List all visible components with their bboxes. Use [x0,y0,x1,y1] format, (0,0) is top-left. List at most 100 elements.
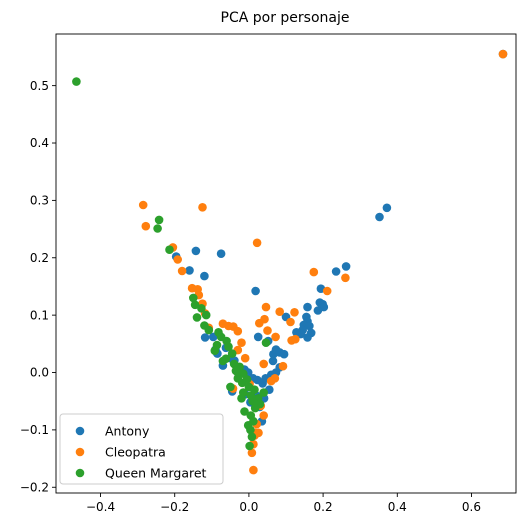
y-tick-label: 0.2 [30,251,49,265]
queen-margaret-point [237,394,246,403]
cleopatra-point [260,314,269,324]
queen-margaret-point [245,441,254,451]
y-tick-label: 0.5 [30,79,49,93]
queen-margaret-point [201,310,211,320]
x-axis: −0.4 −0.2 0.0 0.2 0.4 0.6 [86,493,481,514]
cleopatra-point [309,267,319,277]
cleopatra-point [237,338,246,348]
cleopatra-point [291,334,300,344]
cleopatra-point [138,200,148,210]
queen-margaret-point [240,407,249,416]
cleopatra-point [263,326,272,335]
y-axis: −0.2 −0.1 0.0 0.1 0.2 0.3 0.4 0.5 [20,79,56,494]
antony-point [200,271,209,281]
scatter-points [72,49,508,475]
antony-point [313,306,323,315]
x-tick-label: 0.0 [239,500,258,514]
queen-margaret-point [153,224,162,233]
legend-marker-antony [75,426,85,436]
legend-label-queen-margaret: Queen Margaret [105,466,207,481]
cleopatra-point [259,359,269,369]
antony-point [375,212,384,222]
cleopatra-point [198,203,207,212]
queen-margaret-point [250,403,260,413]
antony-point [268,356,278,366]
legend-marker-queen-margaret [75,468,85,478]
x-tick-label: 0.4 [388,500,407,514]
x-tick-label: 0.6 [462,500,481,514]
legend-label-antony: Antony [105,424,150,439]
cleopatra-point [341,273,350,283]
legend: Antony Cleopatra Queen Margaret [59,413,224,485]
y-tick-label: 0.4 [30,136,49,150]
queen-margaret-point [227,349,237,358]
queen-margaret-point [189,293,198,303]
antony-point [253,332,263,342]
cleopatra-point [177,266,187,276]
queen-margaret-point [72,77,81,86]
queen-margaret-point [224,342,233,352]
queen-margaret-point [192,313,202,322]
queen-margaret-point [249,417,258,426]
x-tick-label: 0.2 [314,500,333,514]
cleopatra-point [275,307,285,317]
cleopatra-point [173,255,182,264]
antony-point [341,262,351,271]
antony-point [200,333,210,342]
y-tick-label: 0.1 [30,308,49,322]
cleopatra-point [261,302,271,312]
antony-point [305,321,314,331]
cleopatra-point [259,411,269,420]
antony-point [191,246,201,256]
queen-margaret-point [247,432,257,442]
cleopatra-point [286,317,295,327]
antony-point [331,267,341,276]
cleopatra-point [249,465,258,475]
antony-point [279,349,289,359]
queen-margaret-point [221,354,231,364]
y-tick-label: −0.2 [20,480,49,494]
x-tick-label: −0.2 [160,500,189,514]
y-tick-label: −0.1 [20,423,49,437]
queen-margaret-point [210,346,220,356]
cleopatra-point [247,448,257,458]
antony-point [382,203,392,213]
queen-margaret-point [226,382,235,392]
y-tick-label: 0.0 [30,366,49,380]
antony-point [303,302,312,312]
legend-marker-cleopatra [75,447,85,457]
chart-title: PCA por personaje [221,10,350,26]
cleopatra-point [233,326,243,336]
y-tick-label: 0.3 [30,194,49,208]
antony-point [303,333,312,342]
queen-margaret-point [250,385,259,395]
antony-point [216,249,226,258]
antony-point [292,328,301,337]
cleopatra-point [290,308,299,317]
cleopatra-point [322,286,332,296]
plot-area-frame [55,33,517,494]
antony-point [251,286,260,296]
cleopatra-point [266,376,276,386]
cleopatra-point [252,238,262,248]
queen-margaret-point [261,338,271,348]
queen-margaret-point [190,300,200,310]
queen-margaret-point [165,245,174,254]
cleopatra-point [498,49,508,59]
queen-margaret-point [204,325,214,335]
cleopatra-point [271,332,280,342]
queen-margaret-point [154,215,164,225]
cleopatra-point [141,221,151,231]
cleopatra-point [278,361,288,371]
queen-margaret-point [259,388,269,397]
cleopatra-point [240,353,250,363]
legend-label-cleopatra: Cleopatra [105,445,166,460]
queen-margaret-point [233,368,243,377]
queen-margaret-point [246,425,255,435]
antony-point [185,266,194,275]
legend-box [59,413,224,485]
x-tick-label: −0.4 [86,500,115,514]
queen-margaret-point [242,375,252,384]
cleopatra-point [254,428,263,438]
